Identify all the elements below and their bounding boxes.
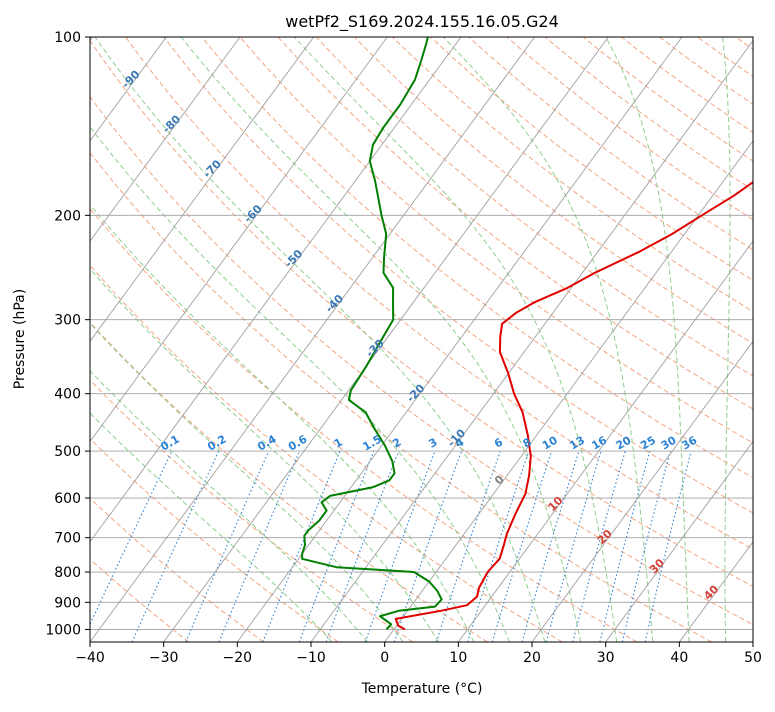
y-tick-label: 500 <box>54 444 81 460</box>
x-tick-label: 50 <box>744 650 762 666</box>
y-tick-label: 600 <box>54 491 81 507</box>
x-tick-label: −20 <box>223 650 253 666</box>
y-tick-label: 400 <box>54 387 81 403</box>
x-tick-label: −30 <box>149 650 179 666</box>
x-tick-label: 20 <box>523 650 541 666</box>
y-axis-label: Pressure (hPa) <box>12 289 28 389</box>
y-tick-label: 1000 <box>45 622 81 638</box>
y-tick-label: 300 <box>54 313 81 329</box>
y-tick-label: 800 <box>54 565 81 581</box>
chart-title: wetPf2_S169.2024.155.16.05.G24 <box>285 12 559 32</box>
x-axis-label: Temperature (°C) <box>361 681 483 697</box>
x-tick-label: 0 <box>380 650 389 666</box>
x-tick-label: −40 <box>75 650 105 666</box>
x-tick-label: −10 <box>296 650 326 666</box>
x-tick-label: 40 <box>670 650 688 666</box>
plot-area <box>90 37 753 642</box>
plot-background <box>90 37 753 642</box>
x-tick-label: 10 <box>449 650 467 666</box>
y-tick-label: 700 <box>54 531 81 547</box>
x-tick-label: 30 <box>597 650 615 666</box>
y-tick-label: 200 <box>54 208 81 224</box>
y-tick-label: 100 <box>54 30 81 46</box>
isotherm-line <box>753 37 775 642</box>
y-tick-label: 900 <box>54 595 81 611</box>
